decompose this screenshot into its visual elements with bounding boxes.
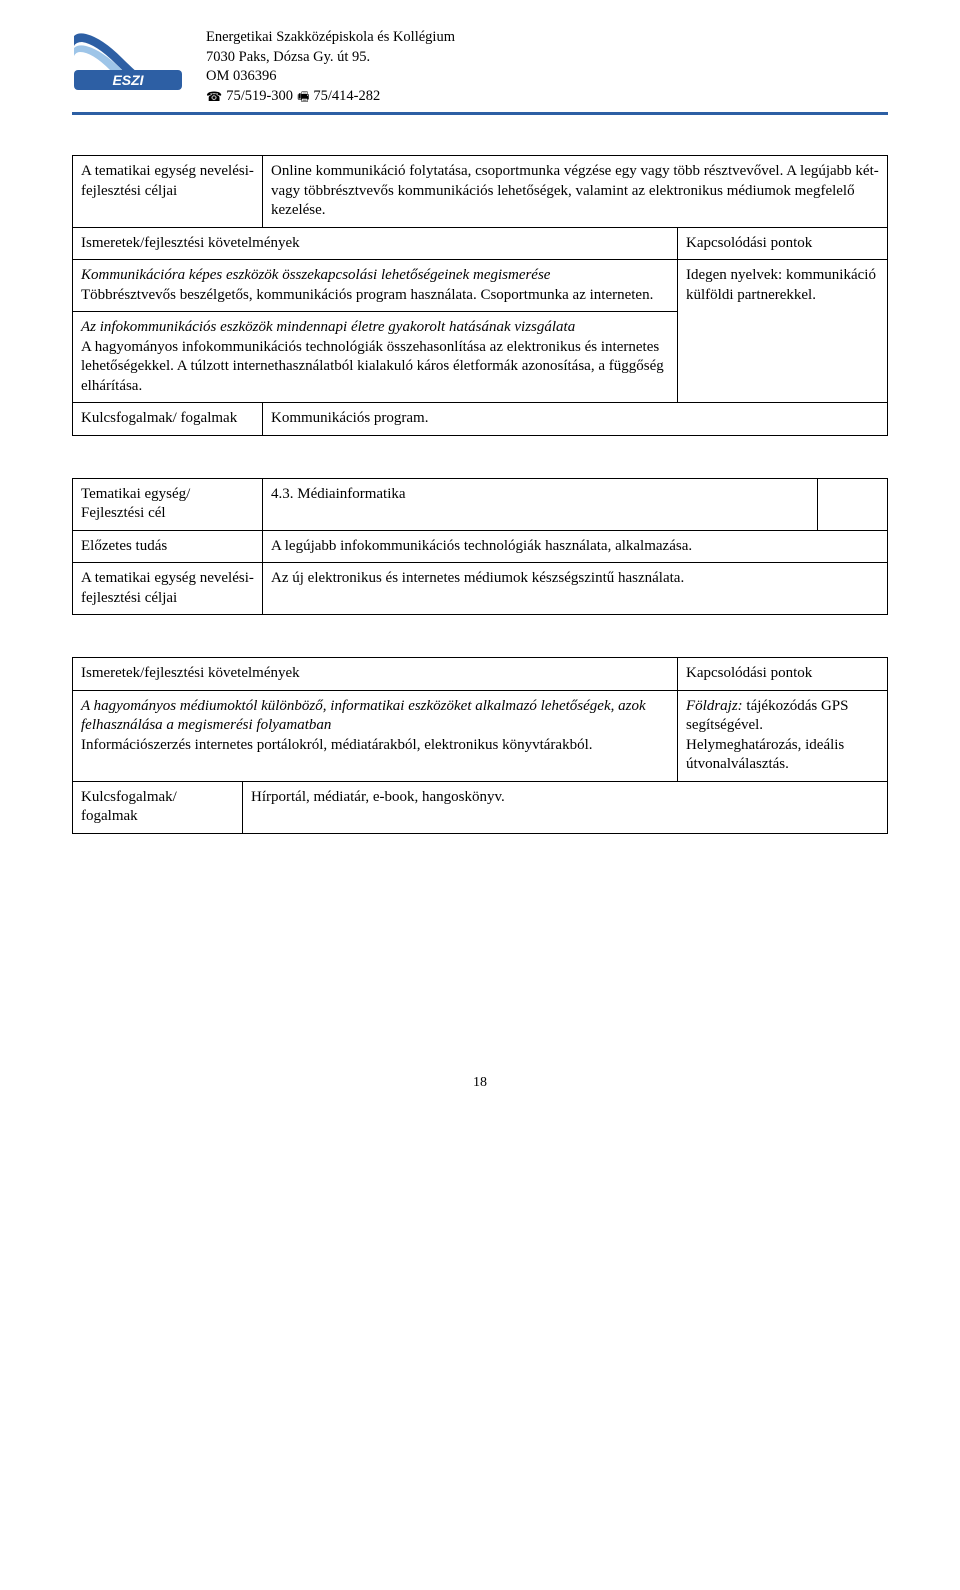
connection-cell-2: Földrajz: tájékozódás GPS segítségével. … (678, 690, 888, 781)
table-row: Előzetes tudás A legújabb infokommunikác… (73, 530, 888, 563)
connections-heading-2: Kapcsolódási pontok (678, 658, 888, 691)
connections-heading: Kapcsolódási pontok (678, 227, 888, 260)
table-row: Kulcsfogalmak/ fogalmak Kommunikációs pr… (73, 403, 888, 436)
table-row: A tematikai egység nevelési-fejlesztési … (73, 563, 888, 615)
empty-cell (818, 478, 888, 530)
school-name: Energetikai Szakközépiskola és Kollégium (206, 28, 455, 48)
unit-table-3: Ismeretek/fejlesztési követelmények Kapc… (72, 657, 888, 834)
header-text-block: Energetikai Szakközépiskola és Kollégium… (206, 28, 455, 106)
requirement-cell-3: A hagyományos médiumoktól különböző, inf… (73, 690, 678, 781)
requirement-cell-2: Az infokommunikációs eszközök mindennapi… (73, 312, 678, 403)
req3-rest: Információszerzés internetes portálokról… (81, 737, 593, 753)
key-concepts-content: Kommunikációs program. (263, 403, 888, 436)
phone-number: 75/519-300 (226, 87, 293, 107)
page-header: ESZI Energetikai Szakközépiskola és Koll… (72, 28, 888, 106)
req1-italic: Kommunikációra képes eszközök összekapcs… (81, 267, 550, 283)
table-row: Kulcsfogalmak/ fogalmak Hírportál, média… (73, 781, 888, 833)
svg-text:ESZI: ESZI (112, 72, 144, 88)
goals-label: A tematikai egység nevelési-fejlesztési … (73, 156, 263, 228)
req2-rest: A hagyományos infokommunikációs technoló… (81, 339, 664, 394)
requirements-heading-2: Ismeretek/fejlesztési követelmények (73, 658, 678, 691)
unit-table-2: Tematikai egység/ Fejlesztési cél 4.3. M… (72, 478, 888, 616)
thematic-unit-title: 4.3. Médiainformatika (263, 478, 818, 530)
prior-knowledge-label: Előzetes tudás (73, 530, 263, 563)
phone-icon: ☎ (206, 88, 222, 106)
om-code: OM 036396 (206, 67, 455, 87)
req3-italic: A hagyományos médiumoktól különböző, inf… (81, 698, 646, 734)
goals-content: Online kommunikáció folytatása, csoportm… (263, 156, 888, 228)
fax-number: 75/414-282 (313, 87, 380, 107)
goals-content-2: Az új elektronikus és internetes médiumo… (263, 563, 888, 615)
table-row: A hagyományos médiumoktól különböző, inf… (73, 690, 888, 781)
unit-table-1: A tematikai egység nevelési-fejlesztési … (72, 155, 888, 436)
key-concepts-label-2: Kulcsfogalmak/ fogalmak (73, 781, 243, 833)
req2-italic: Az infokommunikációs eszközök mindennapi… (81, 319, 575, 335)
table-row: Kommunikációra képes eszközök összekapcs… (73, 260, 888, 312)
connection-cell-1: Idegen nyelvek: kommunikáció külföldi pa… (678, 260, 888, 403)
contact-line: ☎ 75/519-300 🖷 75/414-282 (206, 87, 455, 107)
table-row: Tematikai egység/ Fejlesztési cél 4.3. M… (73, 478, 888, 530)
header-divider (72, 112, 888, 115)
school-address: 7030 Paks, Dózsa Gy. út 95. (206, 48, 455, 68)
school-logo-icon: ESZI (72, 30, 192, 94)
key-concepts-label: Kulcsfogalmak/ fogalmak (73, 403, 263, 436)
thematic-unit-label: Tematikai egység/ Fejlesztési cél (73, 478, 263, 530)
key-concepts-content-2: Hírportál, médiatár, e-book, hangoskönyv… (243, 781, 888, 833)
prior-knowledge-content: A legújabb infokommunikációs technológiá… (263, 530, 888, 563)
req1-rest: Többrésztvevős beszélgetős, kommunikáció… (81, 287, 653, 303)
conn-italic: Földrajz: (686, 698, 743, 714)
goals-label-2: A tematikai egység nevelési-fejlesztési … (73, 563, 263, 615)
page-number: 18 (72, 1074, 888, 1092)
table-row: Ismeretek/fejlesztési követelmények Kapc… (73, 658, 888, 691)
table-row: Ismeretek/fejlesztési követelmények Kapc… (73, 227, 888, 260)
table-row: A tematikai egység nevelési-fejlesztési … (73, 156, 888, 228)
requirement-cell-1: Kommunikációra képes eszközök összekapcs… (73, 260, 678, 312)
fax-icon: 🖷 (297, 88, 309, 106)
requirements-heading: Ismeretek/fejlesztési követelmények (73, 227, 678, 260)
